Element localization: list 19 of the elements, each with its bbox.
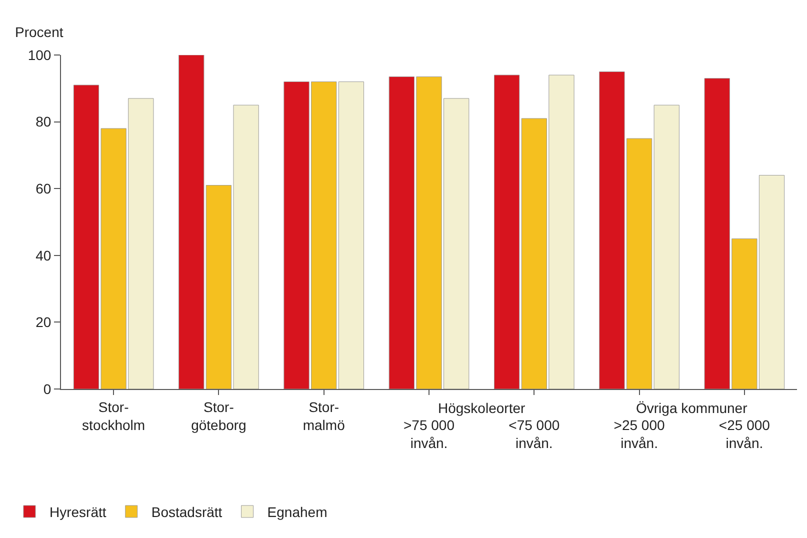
y-tick-label: 100: [28, 46, 52, 63]
x-tick-label: <25 000 invån.: [718, 417, 770, 452]
y-tick-label: 80: [36, 114, 52, 130]
x-tick-label: >25 000 invån.: [614, 417, 665, 452]
x-tick-label: Stor- stockholm: [82, 398, 146, 433]
y-tick-label: 0: [43, 380, 52, 397]
y-tick-label: 20: [36, 314, 52, 330]
x-tick-label: >75 000 invån.: [404, 417, 455, 452]
legend-label: Hyresrätt: [49, 504, 106, 520]
text: Högskoleorter: [438, 400, 526, 416]
y-axis-title: Procent: [15, 24, 64, 40]
legend-label: Bostadsrätt: [151, 504, 222, 520]
text: Övriga kommuner: [636, 400, 748, 416]
x-tick-label: Stor- göteborg: [191, 398, 246, 433]
y-tick-label: 60: [36, 180, 52, 196]
legend-label: Egnahem: [267, 504, 328, 520]
x-tick-label: Stor- malmö: [302, 398, 346, 433]
y-tick-label: 40: [36, 247, 52, 264]
x-tick-label: <75 000 invån.: [508, 417, 560, 452]
